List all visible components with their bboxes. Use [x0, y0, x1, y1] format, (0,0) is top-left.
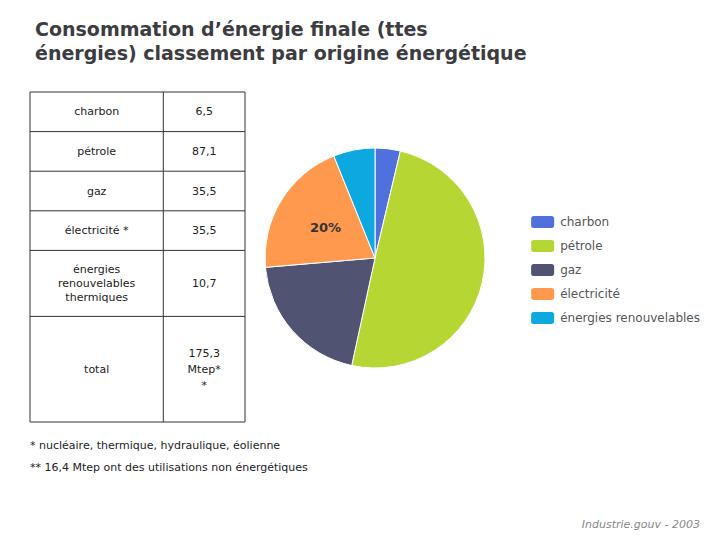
svg-text:Consommation d’énergie finale: Consommation d’énergie finale (ttes	[35, 18, 428, 40]
svg-text:20%: 20%	[310, 220, 341, 235]
svg-text:** 16,4 Mtep ont des utilisati: ** 16,4 Mtep ont des utilisations non én…	[30, 461, 308, 474]
svg-text:*: *	[201, 379, 207, 392]
svg-text:charbon: charbon	[74, 105, 119, 118]
svg-text:énergies: énergies	[73, 263, 121, 276]
svg-text:87,1: 87,1	[192, 145, 217, 158]
svg-text:6,5: 6,5	[195, 105, 213, 118]
svg-text:électricité: électricité	[560, 287, 620, 301]
svg-text:pétrole: pétrole	[77, 145, 116, 158]
svg-text:Mtep*: Mtep*	[188, 363, 222, 376]
svg-text:total: total	[84, 363, 109, 376]
svg-text:175,3: 175,3	[188, 347, 220, 360]
svg-text:* nucléaire, thermique, hydrau: * nucléaire, thermique, hydraulique, éol…	[30, 439, 280, 452]
svg-text:pétrole: pétrole	[560, 239, 602, 253]
svg-text:charbon: charbon	[560, 215, 609, 229]
svg-text:renouvelables: renouvelables	[58, 277, 136, 290]
svg-text:gaz: gaz	[87, 185, 107, 198]
svg-text:Industrie.gouv - 2003: Industrie.gouv - 2003	[582, 518, 700, 531]
svg-text:35,5: 35,5	[192, 185, 217, 198]
svg-text:énergies renouvelables: énergies renouvelables	[560, 311, 700, 325]
svg-text:thermiques: thermiques	[65, 291, 128, 304]
svg-text:10,7: 10,7	[192, 277, 217, 290]
svg-text:gaz: gaz	[560, 263, 581, 277]
svg-text:énergies) classement par origi: énergies) classement par origine énergét…	[35, 42, 527, 64]
svg-text:électricité *: électricité *	[65, 224, 129, 237]
svg-text:35,5: 35,5	[192, 224, 217, 237]
